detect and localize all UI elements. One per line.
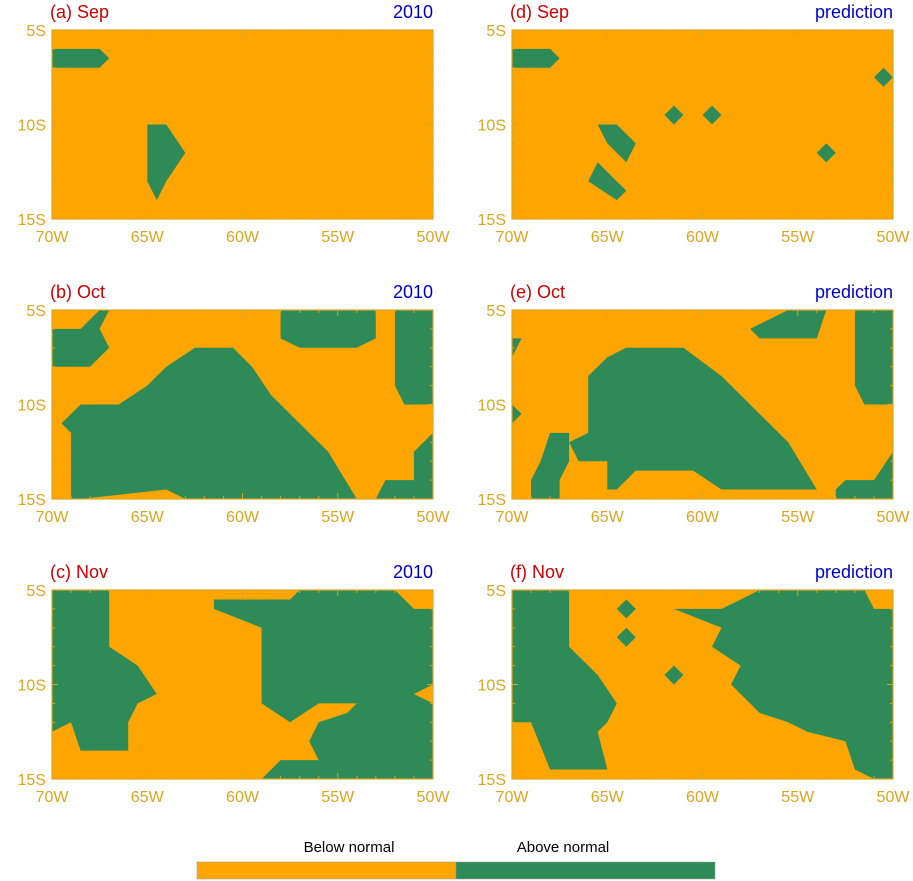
x-tick-label: 50W	[417, 789, 451, 806]
above-normal-region	[395, 310, 433, 405]
panel-label: (d) Sep	[510, 2, 569, 22]
panel-label: (f) Nov	[510, 562, 564, 582]
below-normal-area	[512, 30, 893, 219]
panel-tag: 2010	[393, 562, 433, 582]
x-tick-label: 70W	[36, 229, 70, 246]
x-tick-label: 50W	[877, 789, 911, 806]
x-tick-label: 55W	[321, 509, 355, 526]
y-tick-label: 10S	[18, 118, 46, 135]
x-tick-label: 55W	[321, 229, 355, 246]
x-tick-label: 65W	[591, 789, 625, 806]
x-tick-label: 50W	[877, 229, 911, 246]
x-tick-label: 70W	[496, 229, 530, 246]
x-tick-label: 70W	[496, 509, 530, 526]
panel-tag: prediction	[815, 282, 893, 302]
y-tick-label: 15S	[478, 492, 506, 509]
panel-4: 70W 65W 60W 55W 50W 5S 10S 15S (d) Sep prediction	[478, 2, 911, 246]
panel-tag: 2010	[393, 2, 433, 22]
x-tick-label: 70W	[36, 789, 70, 806]
y-tick-label: 5S	[26, 23, 46, 40]
panel-label: (e) Oct	[510, 282, 565, 302]
x-tick-label: 70W	[496, 789, 530, 806]
y-tick-label: 10S	[478, 118, 506, 135]
x-tick-label: 55W	[781, 789, 815, 806]
y-tick-label: 5S	[486, 583, 506, 600]
above-normal-region	[281, 310, 376, 348]
y-tick-label: 15S	[18, 212, 46, 229]
y-tick-label: 10S	[478, 678, 506, 695]
y-tick-label: 15S	[478, 212, 506, 229]
x-tick-label: 65W	[591, 229, 625, 246]
x-tick-label: 60W	[226, 229, 260, 246]
panel-label: (a) Sep	[50, 2, 109, 22]
y-tick-label: 10S	[478, 398, 506, 415]
legend: Below normal Above normal	[197, 839, 715, 879]
x-tick-label: 65W	[131, 509, 165, 526]
y-tick-label: 10S	[18, 678, 46, 695]
x-tick-label: 60W	[686, 509, 720, 526]
y-tick-label: 15S	[18, 772, 46, 789]
x-tick-label: 50W	[417, 509, 451, 526]
y-tick-label: 15S	[18, 492, 46, 509]
x-tick-label: 65W	[131, 789, 165, 806]
legend-below-label: Below normal	[304, 839, 395, 856]
above-normal-region	[855, 310, 893, 405]
x-tick-label: 50W	[417, 229, 451, 246]
y-tick-label: 5S	[26, 303, 46, 320]
y-tick-label: 10S	[18, 398, 46, 415]
panel-5: 70W 65W 60W 55W 50W 5S 10S 15S (e) Oct prediction	[478, 282, 911, 526]
y-tick-label: 15S	[478, 772, 506, 789]
legend-above-swatch	[456, 862, 715, 879]
x-tick-label: 60W	[226, 509, 260, 526]
x-tick-label: 70W	[36, 509, 70, 526]
legend-above-label: Above normal	[517, 839, 610, 856]
panel-tag: 2010	[393, 282, 433, 302]
x-tick-label: 55W	[781, 509, 815, 526]
x-tick-label: 55W	[321, 789, 355, 806]
panel-tag: prediction	[815, 2, 893, 22]
x-tick-label: 65W	[591, 509, 625, 526]
x-tick-label: 60W	[226, 789, 260, 806]
panel-label: (b) Oct	[50, 282, 105, 302]
legend-below-swatch	[197, 862, 456, 879]
y-tick-label: 5S	[486, 303, 506, 320]
panel-1: 70W 65W 60W 55W 50W 5S 10S 15S (a) Sep 2010	[18, 2, 451, 246]
x-tick-label: 60W	[686, 789, 720, 806]
panel-2: 70W 65W 60W 55W 50W 5S 10S 15S (b) Oct 2010	[18, 282, 451, 526]
x-tick-label: 55W	[781, 229, 815, 246]
above-normal-region	[512, 49, 560, 68]
y-tick-label: 5S	[486, 23, 506, 40]
y-tick-label: 5S	[26, 583, 46, 600]
panel-tag: prediction	[815, 562, 893, 582]
below-normal-area	[52, 30, 433, 219]
x-tick-label: 60W	[686, 229, 720, 246]
x-tick-label: 65W	[131, 229, 165, 246]
panel-label: (c) Nov	[50, 562, 108, 582]
panel-6: 70W 65W 60W 55W 50W 5S 10S 15S (f) Nov prediction	[478, 562, 911, 806]
above-normal-region	[52, 49, 109, 68]
x-tick-label: 50W	[877, 509, 911, 526]
panel-3: 70W 65W 60W 55W 50W 5S 10S 15S (c) Nov 2010	[18, 562, 451, 806]
